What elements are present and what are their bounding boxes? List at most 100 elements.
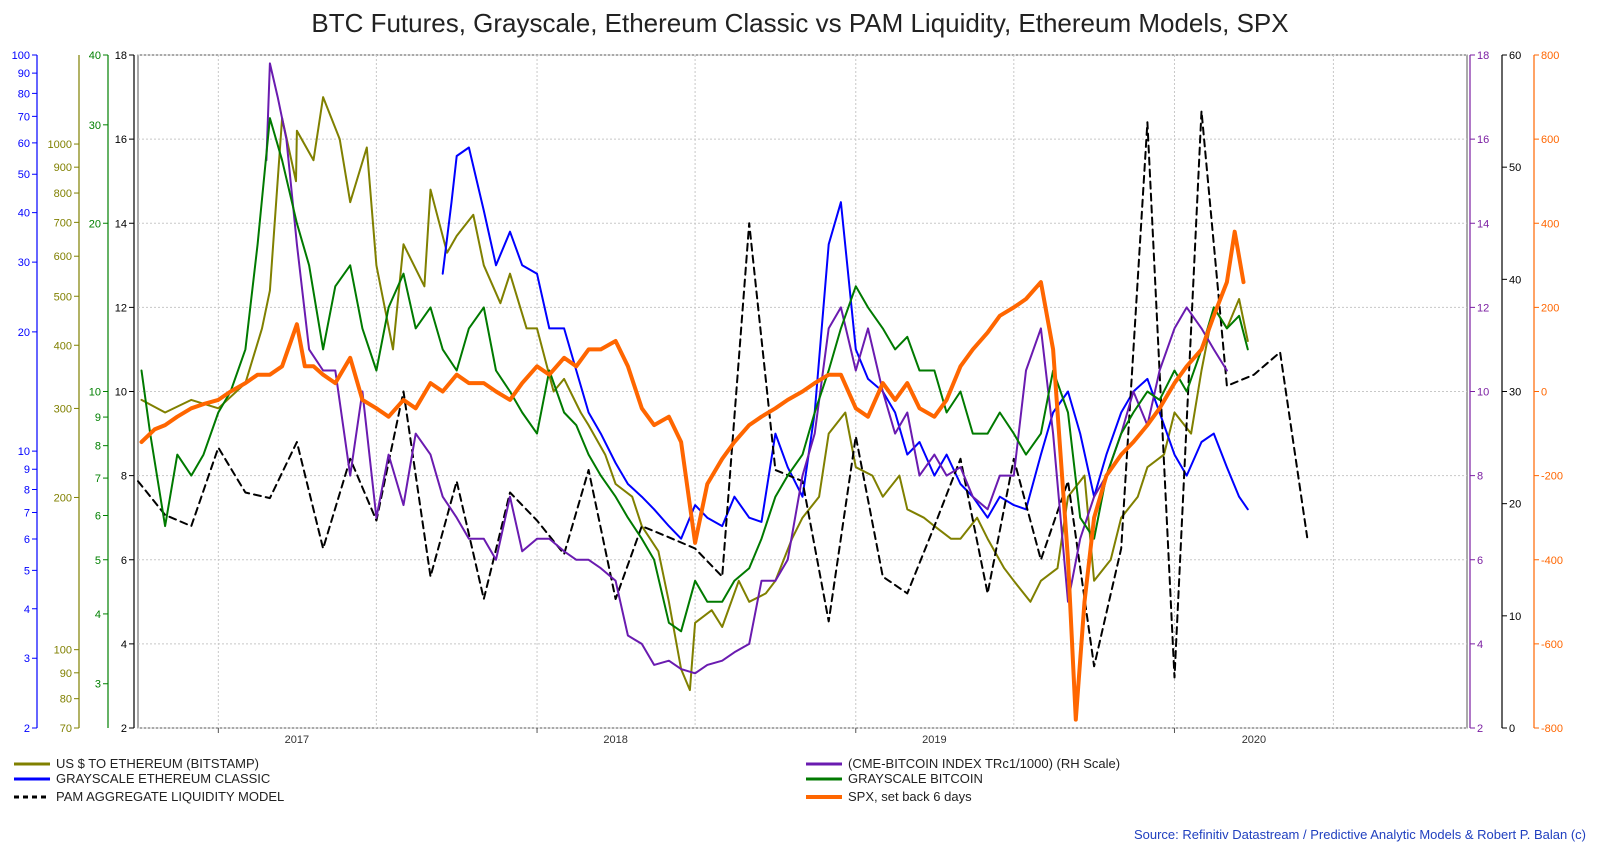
legend: US $ TO ETHEREUM (BITSTAMP)GRAYSCALE ETH… xyxy=(14,756,1120,804)
x-tick-label: 2019 xyxy=(922,734,946,746)
legend-label: (CME-BITCOIN INDEX TRc1/1000) (RH Scale) xyxy=(848,756,1120,771)
y-tick-label: 18 xyxy=(1477,50,1489,62)
y-tick-label: 30 xyxy=(1509,387,1521,399)
y-tick-label: 10 xyxy=(1509,611,1521,623)
y-tick-label: 50 xyxy=(1509,162,1521,174)
y-tick-label: 40 xyxy=(18,208,30,220)
y-tick-label: 70 xyxy=(18,111,30,123)
series-line-3 xyxy=(265,62,1228,675)
y-tick-label: 10 xyxy=(18,446,30,458)
y-tick-label: 10 xyxy=(89,387,101,399)
y-tick-label: 500 xyxy=(54,291,72,303)
y-tick-label: 20 xyxy=(1509,499,1521,511)
y-tick-label: 700 xyxy=(54,217,72,229)
y-tick-label: 90 xyxy=(60,668,72,680)
y-tick-label: 6 xyxy=(95,510,101,522)
y-tick-label: 2 xyxy=(24,723,30,735)
y-tick-label: 2 xyxy=(1477,723,1483,735)
legend-item: (CME-BITCOIN INDEX TRc1/1000) (RH Scale) xyxy=(806,756,1120,771)
y-tick-label: 0 xyxy=(1541,387,1547,399)
axis-gbtc_left: 2 3 4 5 6 7 8 9 10 20 30 40 50 60 70 80 90 100 xyxy=(12,50,38,735)
y-tick-label: 3 xyxy=(95,679,101,691)
y-tick-label: 7 xyxy=(24,507,30,519)
y-tick-label: 9 xyxy=(95,412,101,424)
y-tick-label: 8 xyxy=(24,485,30,497)
legend-label: GRAYSCALE BITCOIN xyxy=(848,771,983,786)
y-tick-label: 20 xyxy=(18,327,30,339)
y-tick-label: 10 xyxy=(115,387,127,399)
y-tick-label: 14 xyxy=(1477,218,1489,230)
series-lines xyxy=(137,62,1309,722)
y-tick-label: 4 xyxy=(1477,639,1483,651)
legend-item: US $ TO ETHEREUM (BITSTAMP) xyxy=(14,756,259,771)
y-tick-label: -600 xyxy=(1541,639,1563,651)
y-tick-label: 400 xyxy=(54,340,72,352)
axis-pam_right: 0 10 20 30 40 50 60 xyxy=(1501,50,1521,735)
y-tick-label: 800 xyxy=(54,188,72,200)
y-tick-label: 70 xyxy=(60,723,72,735)
series-line-0 xyxy=(140,96,1249,692)
y-tick-label: 6 xyxy=(24,534,30,546)
y-tick-label: 90 xyxy=(18,68,30,80)
y-tick-label: 30 xyxy=(89,120,101,132)
x-tick-label: 2017 xyxy=(285,734,309,746)
y-tick-label: 16 xyxy=(115,134,127,146)
y-tick-label: 80 xyxy=(18,88,30,100)
axis-eth_left: 70 80 90 100 200 300 400 500 600 700 800 900 1000 xyxy=(48,55,80,735)
y-tick-label: 6 xyxy=(1477,555,1483,567)
y-tick-label: 14 xyxy=(115,218,127,230)
y-tick-label: 12 xyxy=(115,302,127,314)
y-tick-label: 5 xyxy=(24,565,30,577)
y-tick-label: 4 xyxy=(121,639,127,651)
y-tick-label: 5 xyxy=(95,555,101,567)
y-tick-label: 4 xyxy=(95,609,101,621)
y-tick-label: 30 xyxy=(18,257,30,269)
legend-label: GRAYSCALE ETHEREUM CLASSIC xyxy=(56,771,270,786)
y-tick-label: 50 xyxy=(18,169,30,181)
y-tick-label: 20 xyxy=(89,218,101,230)
y-tick-label: 1000 xyxy=(48,139,72,151)
legend-label: US $ TO ETHEREUM (BITSTAMP) xyxy=(56,756,259,771)
y-tick-label: -400 xyxy=(1541,555,1563,567)
y-tick-label: -800 xyxy=(1541,723,1563,735)
series-line-1 xyxy=(441,146,1249,540)
y-tick-label: 8 xyxy=(121,471,127,483)
chart-title: BTC Futures, Grayscale, Ethereum Classic… xyxy=(311,8,1288,38)
y-tick-label: 300 xyxy=(54,403,72,415)
y-tick-label: 2 xyxy=(121,723,127,735)
series-line-2 xyxy=(137,110,1309,679)
y-tick-label: 7 xyxy=(95,473,101,485)
axis-gbtc_green_left: 3 4 5 6 7 8 9 10 20 30 40 xyxy=(89,50,109,728)
legend-item: PAM AGGREGATE LIQUIDITY MODEL xyxy=(14,789,284,804)
y-tick-label: 200 xyxy=(1541,302,1559,314)
y-tick-label: 3 xyxy=(24,653,30,665)
y-tick-label: 100 xyxy=(54,645,72,657)
y-tick-label: 40 xyxy=(89,50,101,62)
x-tick-label: 2020 xyxy=(1242,734,1266,746)
y-tick-label: 80 xyxy=(60,694,72,706)
y-tick-label: 0 xyxy=(1509,723,1515,735)
y-tick-label: 200 xyxy=(54,492,72,504)
series-line-4 xyxy=(140,117,1249,633)
y-tick-label: 10 xyxy=(1477,387,1489,399)
legend-label: PAM AGGREGATE LIQUIDITY MODEL xyxy=(56,789,284,804)
y-tick-label: 16 xyxy=(1477,134,1489,146)
y-tick-label: 900 xyxy=(54,162,72,174)
legend-label: SPX, set back 6 days xyxy=(848,789,972,804)
y-tick-label: 6 xyxy=(121,555,127,567)
legend-item: GRAYSCALE ETHEREUM CLASSIC xyxy=(14,771,270,786)
y-tick-label: 4 xyxy=(24,604,30,616)
y-tick-label: 60 xyxy=(1509,50,1521,62)
axis-spx_right: -800 -600 -400 -200 0 200 400 600 800 xyxy=(1533,50,1563,735)
y-tick-label: 800 xyxy=(1541,50,1559,62)
axis-cme_right: 2 4 6 8 10 12 14 16 18 xyxy=(1469,50,1489,735)
y-tick-label: 100 xyxy=(12,50,30,62)
y-tick-label: 8 xyxy=(95,441,101,453)
y-tick-label: 600 xyxy=(1541,134,1559,146)
x-tick-label: 2018 xyxy=(603,734,627,746)
legend-item: GRAYSCALE BITCOIN xyxy=(806,771,983,786)
y-tick-label: 18 xyxy=(115,50,127,62)
y-tick-label: 40 xyxy=(1509,274,1521,286)
y-tick-label: 9 xyxy=(24,464,30,476)
